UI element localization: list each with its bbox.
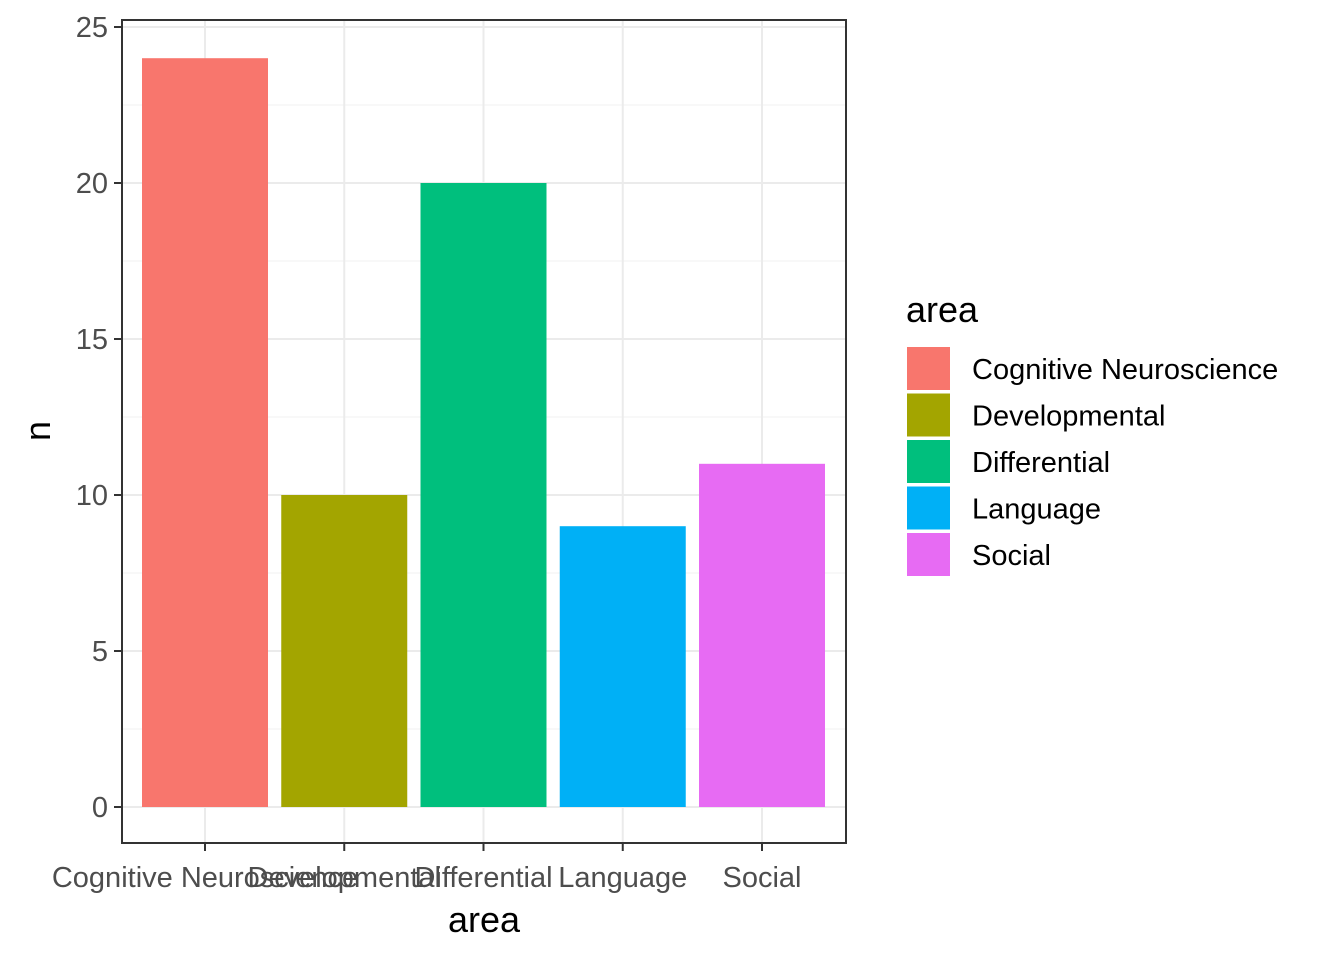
y-tick-label: 25 [76,12,108,44]
bar [420,183,547,807]
plot-panel [121,19,847,844]
x-tick-label: Language [558,862,687,894]
y-axis: 0 5 10 15 20 25 [76,12,122,824]
y-tick-label: 5 [92,636,108,668]
legend-swatch [907,393,950,437]
y-axis-title: n [17,421,58,441]
y-tick-label: 0 [92,792,108,824]
bar [142,58,268,807]
legend-label: Differential [972,447,1110,479]
y-tick-label: 15 [76,324,108,356]
x-tick-label: Differential [414,862,552,894]
legend-label: Language [972,494,1101,526]
y-tick-label: 20 [76,168,108,200]
legend-swatch [907,347,950,390]
x-tick-label: Cognitive Neuroscience [52,862,358,894]
legend-swatch [907,533,950,576]
y-tick-label: 10 [76,480,108,512]
legend-label: Cognitive Neuroscience [972,354,1278,386]
legend-swatch [907,486,950,530]
legend-items: Cognitive Neuroscience Developmental Diffe… [907,347,1278,576]
x-tick-label: Social [723,862,802,894]
bar [281,495,408,807]
legend-label: Developmental [972,401,1165,433]
legend-label: Social [972,540,1051,572]
x-axis: Cognitive NeuroscienceDevelopmentalDiffe… [52,843,802,894]
bars [142,58,825,807]
legend-title: area [906,289,979,330]
legend: area Cognitive Neuroscience Developmental… [906,289,1278,576]
bar [559,526,686,807]
x-axis-title: area [448,899,521,940]
bar [699,463,825,807]
x-tick-label: Developmental [248,862,441,894]
legend-swatch [907,440,950,483]
